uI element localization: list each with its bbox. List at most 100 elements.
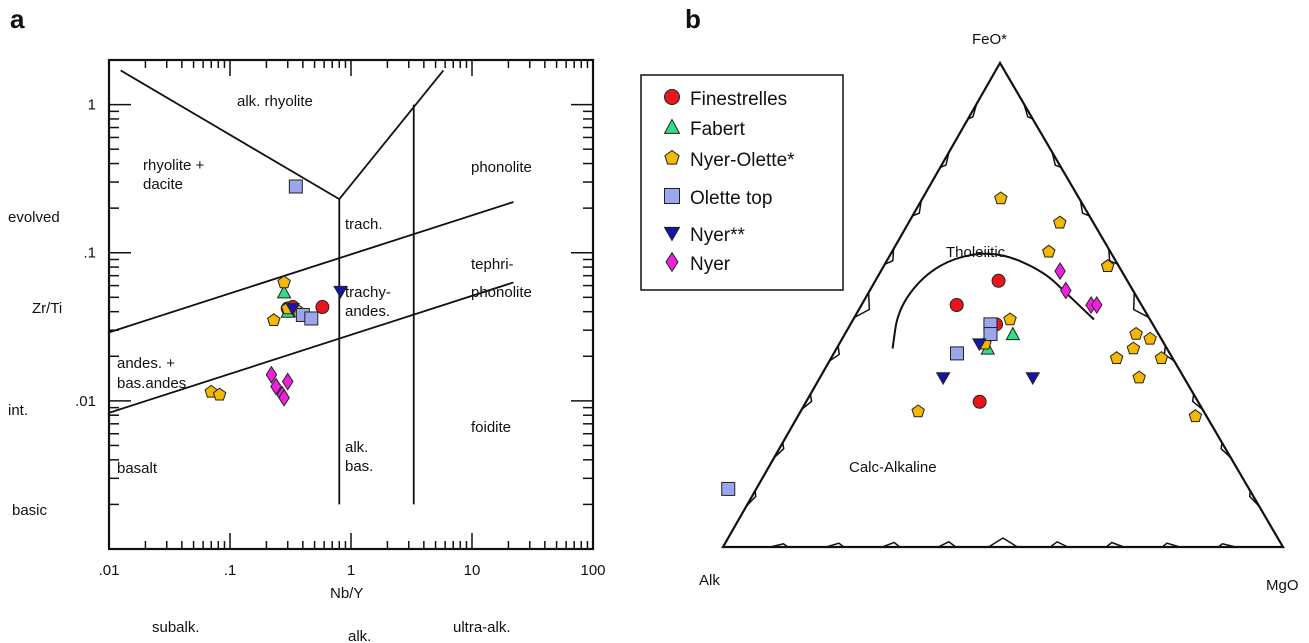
data-point-diamond: [270, 377, 282, 396]
ternary-tick: [967, 103, 978, 120]
apex-label-mgo: MgO: [1266, 577, 1299, 594]
y-tick-label: .01: [75, 393, 96, 410]
ternary-tick: [829, 345, 841, 362]
ternary-tick: [1191, 394, 1204, 410]
ternary-point-circle: [949, 298, 964, 312]
field-boundary-line: [108, 281, 514, 414]
ternary-data-points: [721, 191, 1203, 496]
ternary-point-pentagon: [1154, 351, 1169, 364]
data-point-diamond: [278, 388, 290, 407]
ternary-point-circle: [991, 273, 1006, 288]
y-axis-title: Zr/Ti: [32, 300, 62, 317]
ternary-point-diamond: [1090, 295, 1103, 315]
field-label-tephriphonolite: phonolite: [471, 284, 532, 301]
panel-b-chart: b FeO* Alk MgO Tholeiitic Calc-Alkaline …: [640, 4, 1299, 594]
region-label-calc-alkaline: Calc-Alkaline: [849, 459, 937, 476]
ternary-tick: [853, 292, 871, 319]
data-points: [204, 179, 348, 407]
panel-a-chart: a .01 .1 1 10 100 .01 .1 1 alk. rhyolite rhyoli…: [8, 4, 606, 643]
ternary-tick: [988, 537, 1018, 548]
ternary-point-pentagon: [1143, 331, 1157, 345]
data-point-triangle: [276, 284, 292, 299]
y-tick-label: 1: [88, 97, 96, 114]
field-boundary-line: [120, 69, 340, 200]
ternary-ticks: [745, 103, 1260, 548]
field-label-trach: trach.: [345, 216, 383, 233]
ternary-point-tri-down: [1025, 372, 1041, 386]
ternary-point-pentagon: [1003, 312, 1017, 326]
legend-marker-triangle: [663, 118, 681, 134]
field-label-trachyandes: andes.: [345, 303, 390, 320]
field-label-rhyolite: rhyolite +: [143, 157, 205, 174]
ternary-tick: [1132, 292, 1150, 319]
field-label-phonolite: phonolite: [471, 159, 532, 176]
x-tick-label: 10: [464, 562, 481, 579]
ternary-tick: [1248, 490, 1260, 507]
field-label-alk: alk.: [345, 439, 368, 456]
legend-marker-tri-down: [663, 226, 681, 242]
ternary-point-pentagon: [1100, 259, 1115, 272]
ternary-tick: [1079, 200, 1090, 217]
ternary-point-pentagon: [1109, 351, 1124, 364]
apex-label-feo: FeO*: [972, 31, 1007, 48]
ternary-point-circle: [972, 394, 987, 409]
ternary-point-square: [721, 481, 736, 496]
legend: Finestrelles Fabert Nyer-Olette* Olette …: [640, 74, 844, 291]
legend-label-fabert: Fabert: [690, 119, 746, 140]
ternary-tick: [881, 541, 901, 548]
legend-marker-square: [664, 188, 680, 204]
field-label-basandes: bas.andes.: [117, 375, 190, 392]
ternary-tick: [770, 542, 789, 548]
axis-ticks: .01 .1 1 10 100 .01 .1 1: [75, 59, 606, 579]
ternary-tick: [825, 542, 845, 548]
ternary-tick: [1049, 540, 1069, 548]
ternary-tick: [745, 490, 757, 507]
legend-box: [640, 74, 844, 291]
data-point-diamond: [265, 365, 278, 384]
region-label-tholeiitic: Tholeiitic: [946, 244, 1006, 261]
legend-markers: [663, 89, 681, 273]
x-axis-title: Nb/Y: [330, 585, 363, 602]
ternary-tick: [939, 151, 950, 169]
ternary-tick: [1220, 442, 1232, 459]
side-label-int: int.: [8, 402, 28, 419]
field-label-dacite: dacite: [143, 176, 183, 193]
data-point-square: [304, 311, 319, 326]
field-boundary-line: [108, 201, 514, 334]
ternary-tick: [1161, 542, 1181, 548]
side-label-basic: basic: [12, 502, 48, 519]
field-label-andes: andes. +: [117, 355, 175, 372]
bottom-label-ultra-alk: ultra-alk.: [453, 619, 511, 636]
field-labels: alk. rhyolite rhyolite + dacite phonolit…: [117, 93, 532, 477]
data-point-tri-down: [333, 285, 348, 299]
ternary-triangle: [721, 60, 1285, 549]
panel-a-letter: a: [10, 4, 25, 34]
y-tick-label: .1: [83, 245, 96, 262]
ternary-point-pentagon: [1129, 326, 1143, 340]
apex-label-alk: Alk: [699, 572, 720, 589]
field-label-alk-rhyolite: alk. rhyolite: [237, 93, 313, 110]
ternary-point-diamond: [1054, 262, 1066, 281]
legend-label-nyer-olette: Nyer-Olette*: [690, 150, 795, 171]
ternary-point-triangle: [1005, 326, 1021, 341]
legend-marker-diamond: [665, 251, 679, 273]
ternary-tick: [1023, 103, 1034, 120]
legend-marker-pentagon: [664, 149, 680, 165]
ternary-point-pentagon: [1132, 370, 1146, 384]
x-tick-label: 100: [580, 562, 605, 579]
legend-label-finestrelles: Finestrelles: [690, 89, 787, 110]
ternary-point-tri-down: [971, 338, 987, 352]
bottom-label-alk: alk.: [348, 628, 371, 643]
ternary-point-pentagon: [994, 191, 1008, 205]
ternary-tick: [1217, 542, 1236, 548]
data-point-circle: [315, 300, 330, 315]
ternary-point-pentagon: [911, 404, 925, 418]
legend-label-olette-top: Olette top: [690, 188, 772, 209]
field-label-foidite: foidite: [471, 419, 511, 436]
side-label-evolved: evolved: [8, 209, 60, 226]
ternary-point-pentagon: [1042, 244, 1056, 258]
legend-label-nyer: Nyer: [690, 254, 731, 275]
data-point-tri-down: [285, 303, 301, 317]
ternary-tick: [937, 540, 957, 548]
